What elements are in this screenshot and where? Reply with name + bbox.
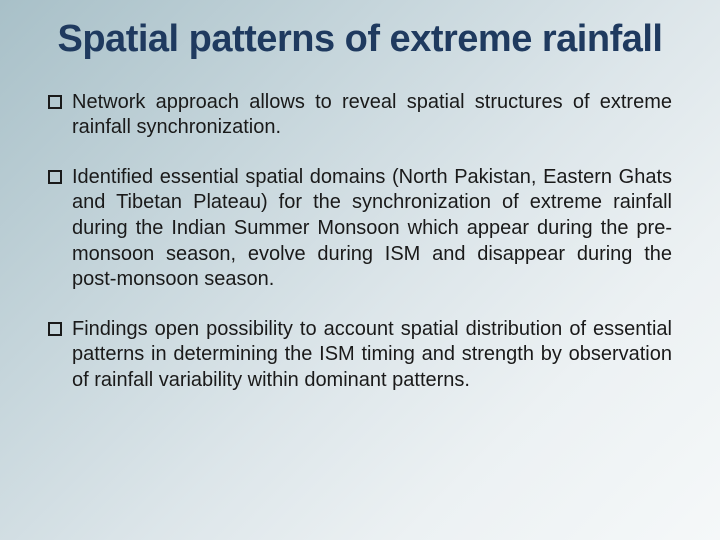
bullet-text: Identified essential spatial domains (No… (72, 165, 672, 293)
square-bullet-icon (48, 170, 62, 184)
bullet-text: Findings open possibility to account spa… (72, 317, 672, 394)
list-item: Identified essential spatial domains (No… (48, 165, 672, 293)
slide-title: Spatial patterns of extreme rainfall (48, 18, 672, 62)
square-bullet-icon (48, 95, 62, 109)
bullet-list: Network approach allows to reveal spatia… (48, 90, 672, 394)
slide: Spatial patterns of extreme rainfall Net… (0, 0, 720, 540)
square-bullet-icon (48, 322, 62, 336)
list-item: Network approach allows to reveal spatia… (48, 90, 672, 141)
bullet-text: Network approach allows to reveal spatia… (72, 90, 672, 141)
list-item: Findings open possibility to account spa… (48, 317, 672, 394)
